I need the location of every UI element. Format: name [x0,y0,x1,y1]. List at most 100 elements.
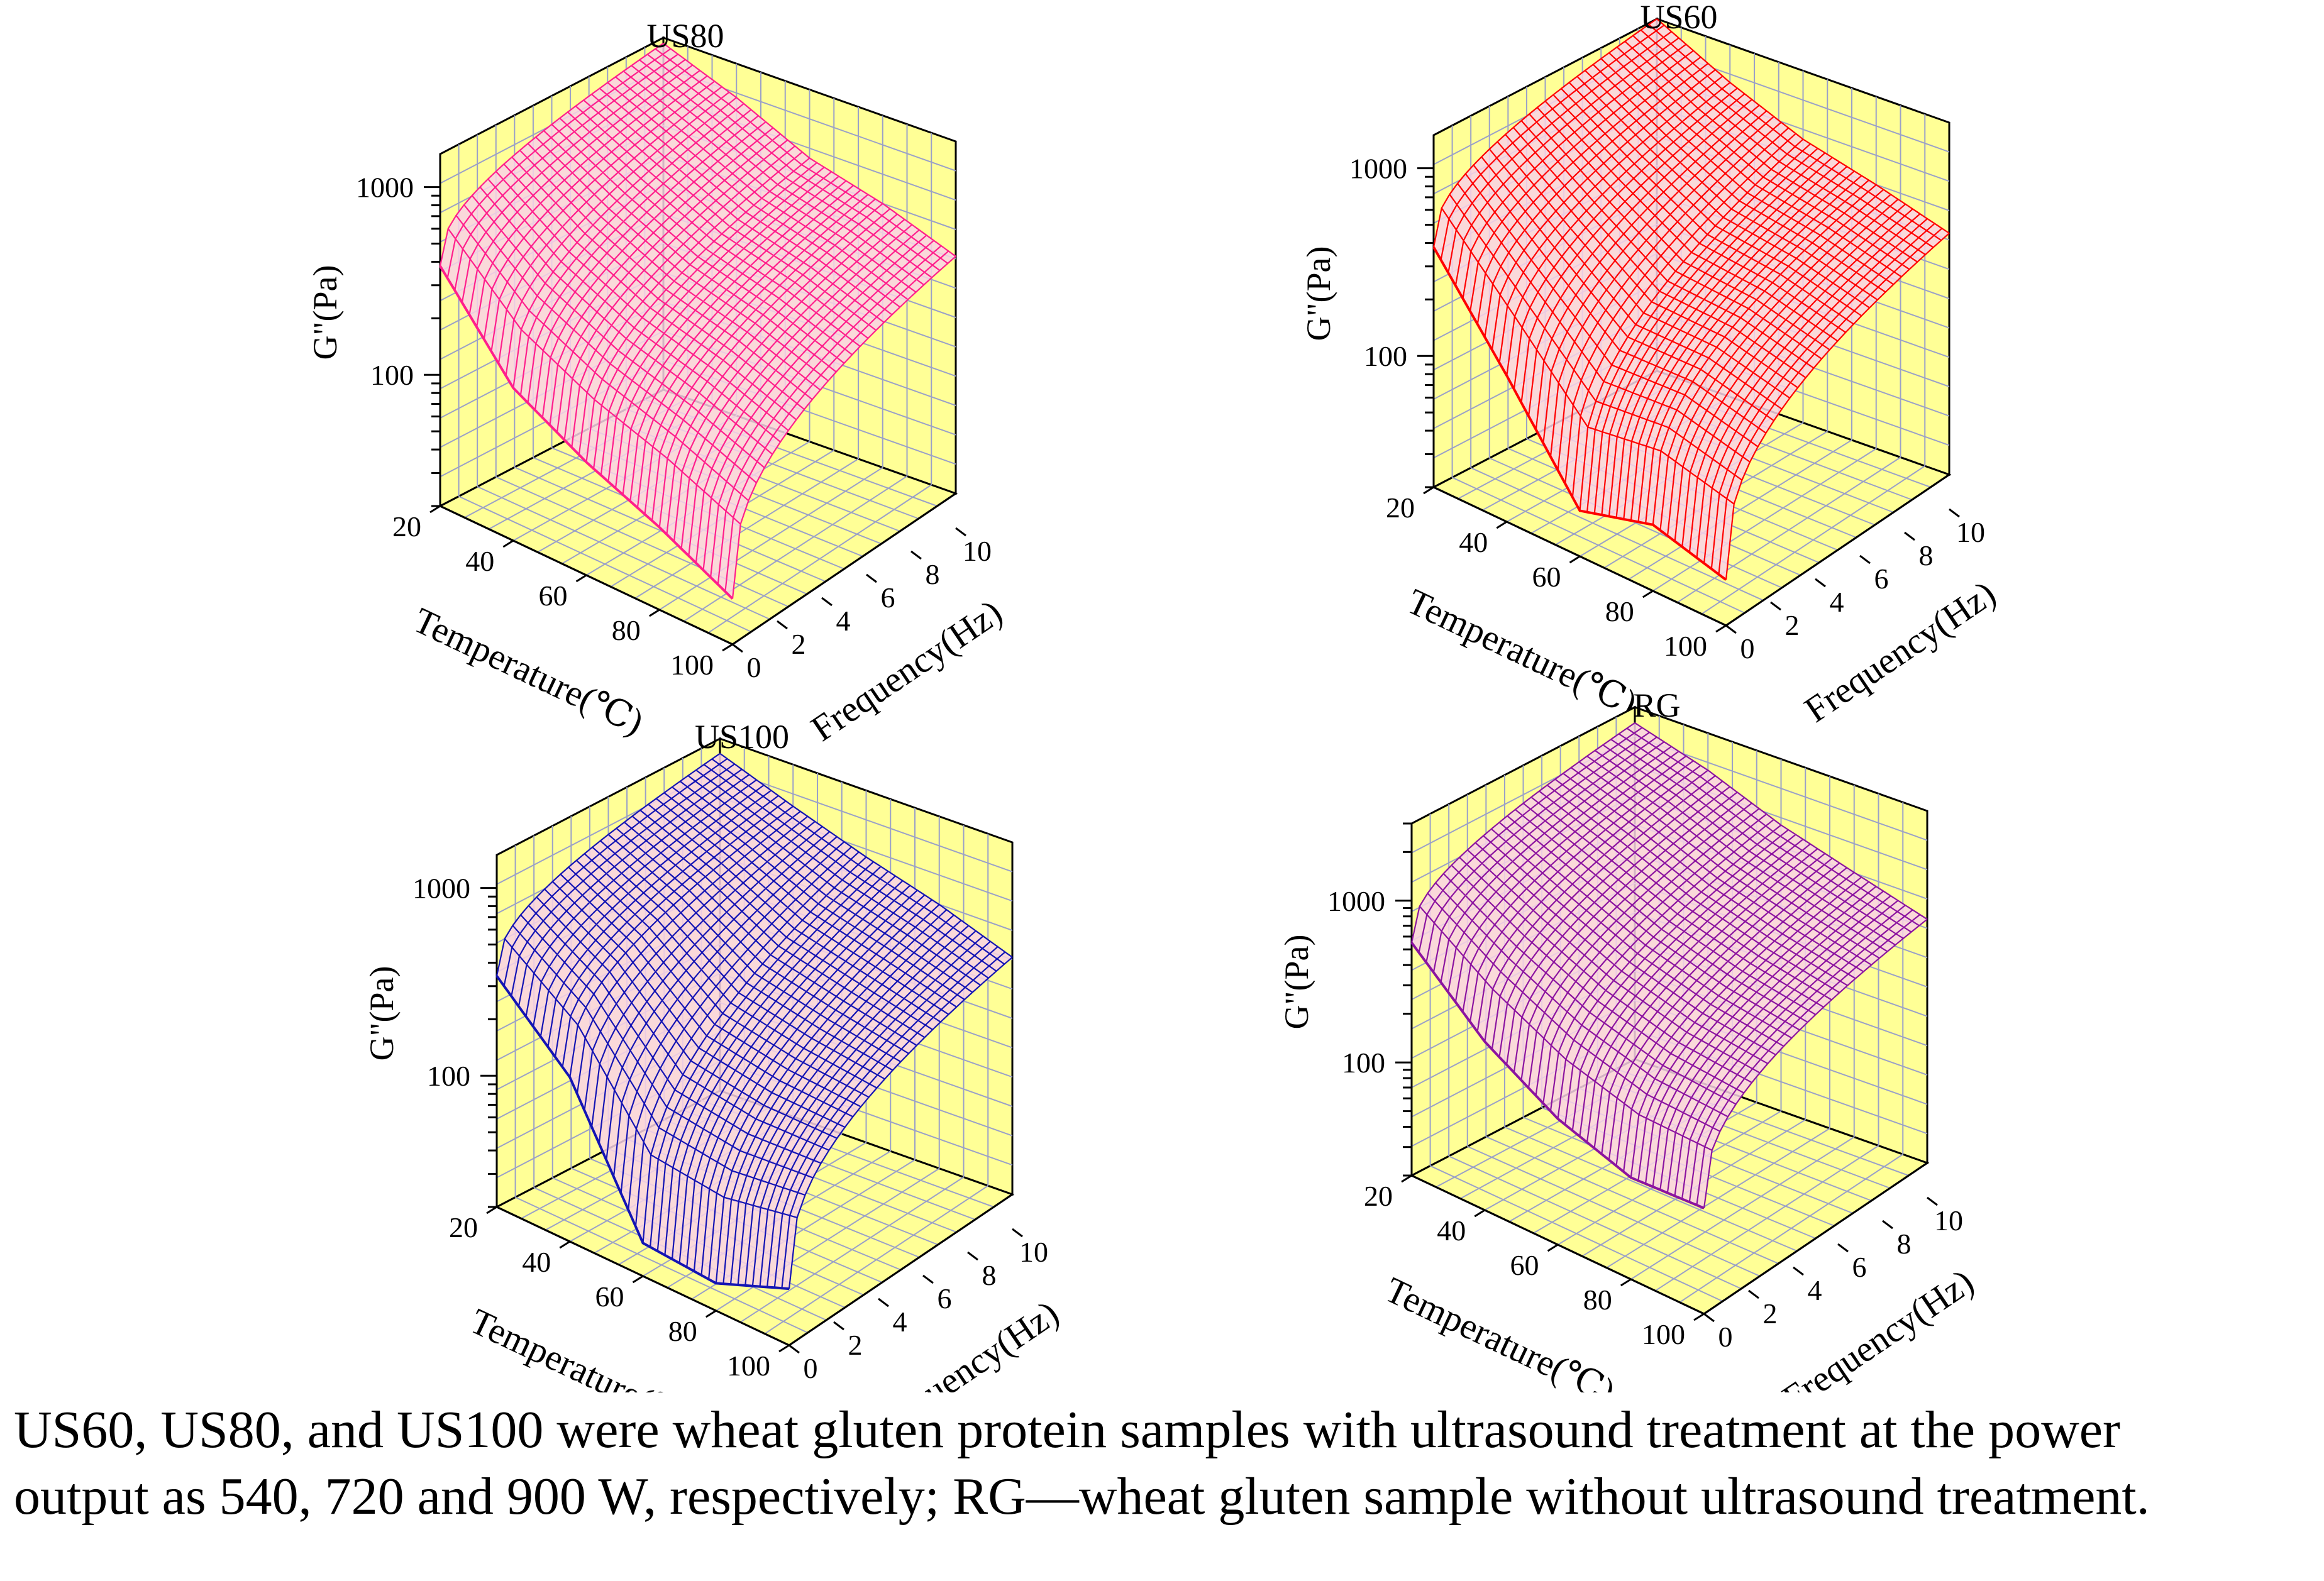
x-tick [722,643,733,652]
surface-frequency-line [1512,127,1807,378]
x-tick-label: 80 [668,1315,697,1347]
surface-frequency-line [455,215,750,502]
surface-frequency-line [1585,70,1878,300]
x-tick [1547,1243,1559,1252]
surface-frequency-line [622,70,917,293]
y-tick-label: 4 [836,605,851,637]
y-tick-label: 4 [1808,1274,1822,1306]
z-tick-label: 100 [370,359,414,391]
y-tick-label: 0 [747,651,761,683]
chart-title: US100 [695,718,789,756]
y-tick-label: 6 [1874,563,1889,595]
surface-frequency-line [560,873,853,1118]
surface-frequency-line [687,775,981,986]
surface-frequency-line [1626,727,1920,927]
surface-frequency-line [1602,744,1896,946]
surface-frequency-line [536,896,829,1151]
surface-frequency-line [519,150,813,400]
x-tick-label: 80 [1605,595,1634,627]
surface-frequency-line [544,888,838,1139]
y-tick [1927,1196,1938,1206]
y-tick [878,1297,889,1308]
surface-mesh [1410,722,1928,1209]
x-tick [648,609,660,617]
surface-frequency-line [1592,63,1886,293]
surface-frequency-line [1459,857,1752,1084]
x-tick [1423,486,1434,495]
surface-frequency-line [711,758,1005,965]
surface-frequency-line [520,914,814,1179]
surface-frequency-line [592,846,885,1080]
surface-frequency-line [639,810,933,1030]
x-tick-label: 20 [392,510,421,543]
x-tick-label: 40 [1459,526,1488,558]
surface-frequency-line [575,105,869,339]
surface-frequency-line [1570,767,1864,972]
y-tick-label: 8 [1897,1228,1912,1260]
x-tick-label: 100 [1642,1318,1685,1350]
surface-frequency-line [1544,101,1839,342]
surface-frequency-line [1616,47,1910,270]
surface-frequency-line [1640,29,1934,248]
x-tick-label: 40 [465,545,494,577]
y-tick-label: 0 [804,1352,818,1384]
surface-frequency-line [1419,905,1713,1151]
x-tick [429,505,441,514]
y-axis-label: Frequency(Hz) [860,1292,1066,1392]
x-tick [1620,1278,1632,1287]
z-tick-label: 100 [1342,1047,1385,1079]
surface-frequency-line [1442,873,1737,1105]
surface-frequency-line [1449,194,1743,481]
y-axis-line [732,492,956,646]
surface-frequency-line [543,130,837,373]
surface-frequency-line [1578,761,1872,966]
surface-frequency-line [1441,207,1735,505]
surface-frequency-line [1634,722,1928,920]
x-tick [632,1275,644,1284]
surface-frequency-line [463,204,757,483]
x-tick-label: 20 [449,1211,478,1243]
y-tick-label: 6 [938,1282,952,1314]
y-tick [1904,531,1915,541]
surface-frequency-line [1475,842,1768,1064]
surface-frequency-line [1505,134,1798,388]
surface-frequency-line [471,195,765,468]
y-tick [910,550,922,560]
caption-line-2: output as 540, 720 and 900 W, respective… [14,1467,2150,1526]
surface-frequency-line [1529,113,1822,360]
surface-frequency-line [511,157,805,410]
floor-grid-line [707,484,932,634]
surface-frequency-line [487,179,781,443]
z-tick-label: 100 [1364,340,1407,372]
x-tick-label: 100 [1664,630,1707,662]
wall-grid-line [719,767,1013,873]
chart-title: RG [1633,686,1680,724]
surface-frequency-line [631,815,926,1038]
surface-mesh [1432,18,1950,581]
x-tick [778,1344,790,1353]
y-tick-label: 8 [982,1259,997,1291]
surface-frequency-line [479,186,773,455]
z-axis: 100 1000 G"(Pa) [1300,153,1434,488]
y-tick [821,597,833,607]
y-tick [732,643,743,653]
surface-frequency-line [1563,773,1856,979]
x-tick [502,539,514,548]
y-tick-label: 6 [881,581,895,614]
surface-frequency-line [1467,849,1761,1074]
y-tick [1012,1228,1023,1238]
y-axis-label: Frequency(Hz) [1775,1261,1981,1392]
y-tick [788,1344,800,1354]
y-tick-label: 2 [792,628,806,660]
z-axis-label: G"(Pa) [1300,246,1337,341]
x-tick-label: 60 [539,580,568,612]
surface-frequency-line [1552,94,1846,333]
floor-grid-line [1701,465,1925,615]
y-tick-label: 6 [1852,1251,1867,1283]
x-tick-label: 20 [1364,1180,1393,1212]
x-tick-label: 100 [727,1350,770,1382]
z-axis: 100 1000 G"(Pa) [1278,822,1412,1177]
